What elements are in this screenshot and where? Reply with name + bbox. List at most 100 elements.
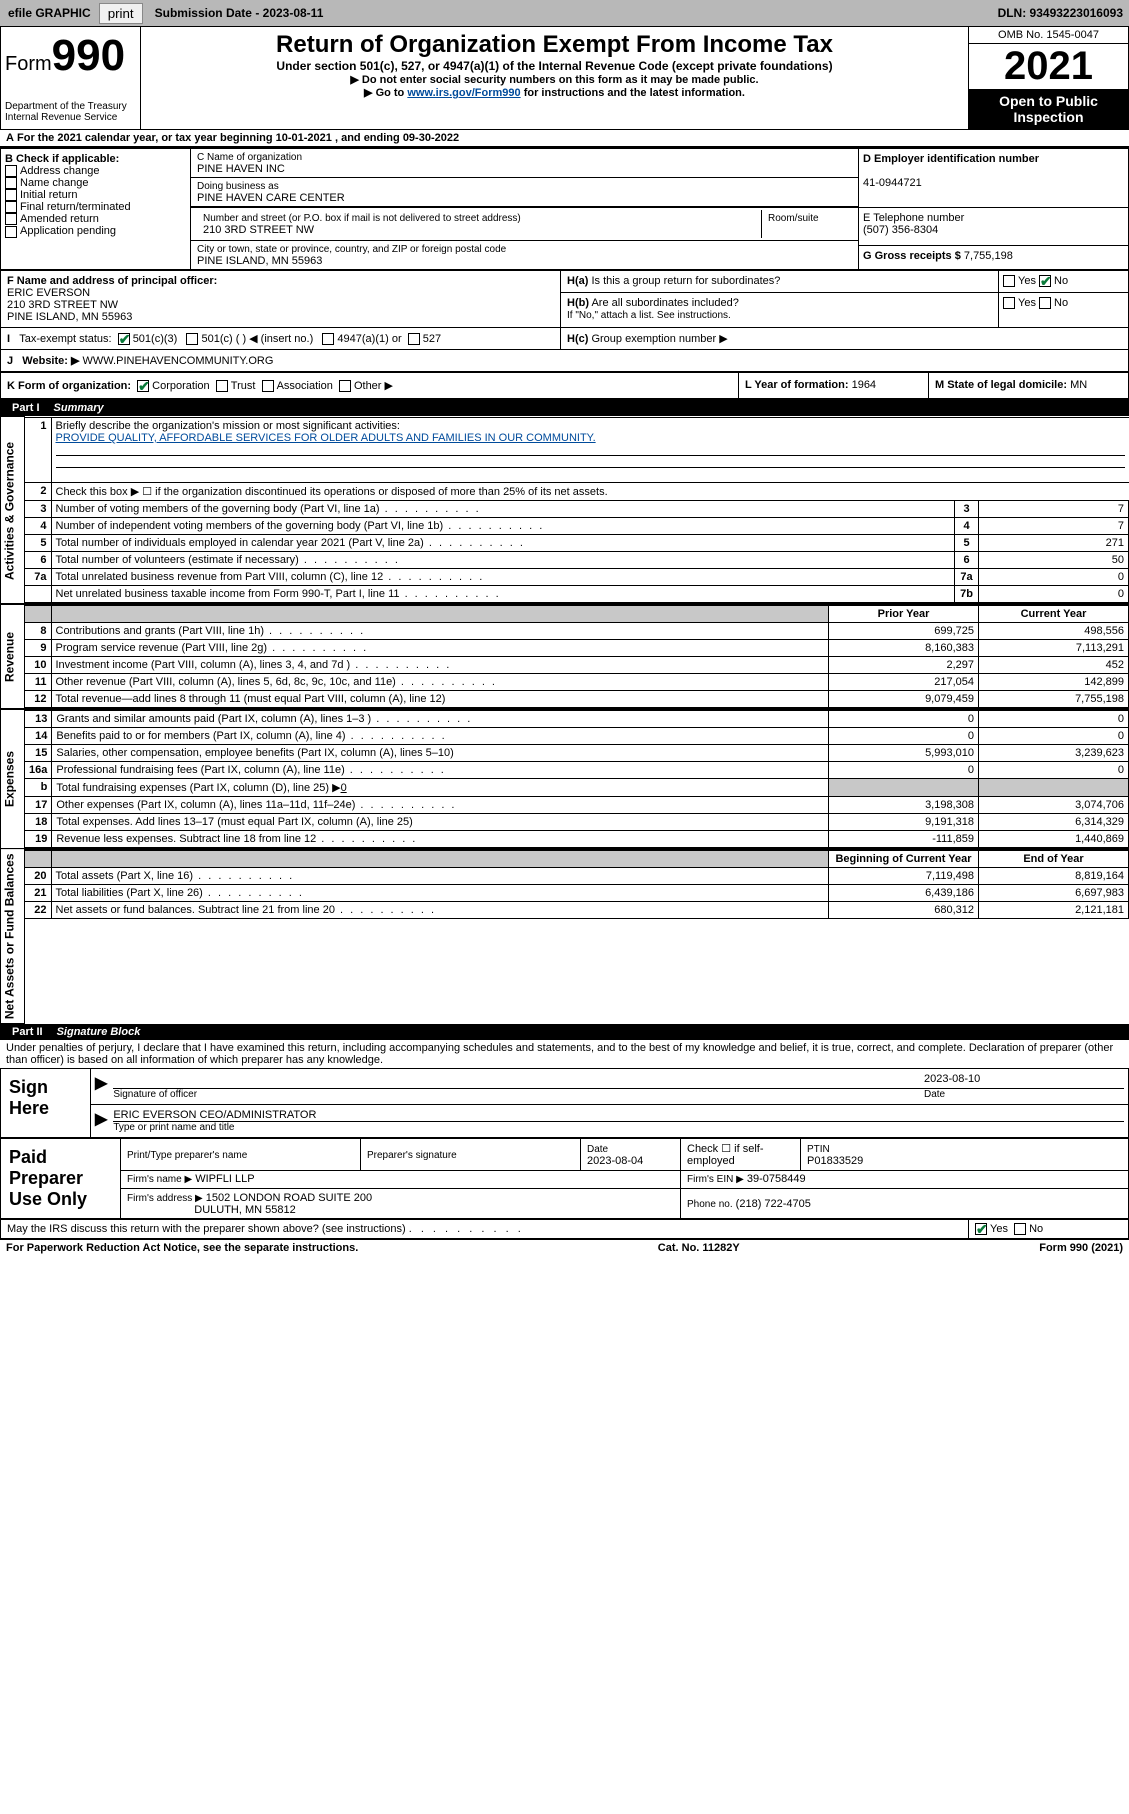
line14-prior: 0	[829, 727, 979, 744]
chk-final-return[interactable]	[5, 201, 17, 213]
chk-trust[interactable]	[216, 380, 228, 392]
prep-name-label: Print/Type preparer's name	[127, 1150, 247, 1161]
form-number: Form990	[5, 31, 136, 81]
part2-header: Part II Signature Block	[0, 1024, 1129, 1040]
chk-4947[interactable]	[322, 333, 334, 345]
chk-527[interactable]	[408, 333, 420, 345]
ptin-value: P01833529	[807, 1155, 863, 1167]
chk-name-change[interactable]	[5, 177, 17, 189]
dln-label: DLN: 93493223016093	[998, 6, 1129, 20]
line20-current: 8,819,164	[979, 867, 1129, 884]
chk-ha-no[interactable]	[1039, 275, 1051, 287]
line16a-current: 0	[979, 761, 1129, 778]
line21-current: 6,697,983	[979, 884, 1129, 901]
chk-application-pending[interactable]	[5, 226, 17, 238]
org-name-label: C Name of organization	[197, 152, 302, 163]
irs-label: Internal Revenue Service	[5, 112, 136, 123]
hb-label: Are all subordinates included?	[591, 297, 738, 309]
line14-text: Benefits paid to or for members (Part IX…	[52, 727, 829, 744]
arrow-icon: ▶	[95, 1109, 107, 1133]
begin-year-label: Beginning of Current Year	[835, 853, 971, 865]
line16b-text: Total fundraising expenses (Part IX, col…	[52, 778, 829, 796]
phone-value: (507) 356-8304	[863, 224, 938, 236]
line12-prior: 9,079,459	[829, 690, 979, 707]
cat-no: Cat. No. 11282Y	[658, 1242, 740, 1254]
line17-text: Other expenses (Part IX, column (A), lin…	[52, 796, 829, 813]
line20-text: Total assets (Part X, line 16)	[51, 867, 829, 884]
line16a-prior: 0	[829, 761, 979, 778]
line9-prior: 8,160,383	[829, 639, 979, 656]
line19-current: 1,440,869	[979, 830, 1129, 847]
line10-current: 452	[979, 656, 1129, 673]
line2-text: Check this box ▶ ☐ if the organization d…	[51, 482, 1129, 500]
line12-text: Total revenue—add lines 8 through 11 (mu…	[51, 690, 829, 707]
chk-hb-no[interactable]	[1039, 297, 1051, 309]
chk-other[interactable]	[339, 380, 351, 392]
chk-address-change[interactable]	[5, 165, 17, 177]
form-subtitle: Under section 501(c), 527, or 4947(a)(1)…	[149, 59, 960, 73]
line12-current: 7,755,198	[979, 690, 1129, 707]
prep-date: 2023-08-04	[587, 1155, 643, 1167]
line8-prior: 699,725	[829, 622, 979, 639]
prior-year-label: Prior Year	[878, 608, 930, 620]
website-label: Website: ▶	[22, 355, 79, 367]
chk-discuss-no[interactable]	[1014, 1223, 1026, 1235]
line11-text: Other revenue (Part VIII, column (A), li…	[51, 673, 829, 690]
line9-text: Program service revenue (Part VIII, line…	[51, 639, 829, 656]
line8-text: Contributions and grants (Part VIII, lin…	[51, 622, 829, 639]
chk-501c[interactable]	[186, 333, 198, 345]
end-year-label: End of Year	[1023, 853, 1083, 865]
line13-prior: 0	[829, 710, 979, 727]
line13-current: 0	[979, 710, 1129, 727]
chk-ha-yes[interactable]	[1003, 275, 1015, 287]
form-footer: Form 990 (2021)	[1039, 1242, 1123, 1254]
chk-hb-yes[interactable]	[1003, 297, 1015, 309]
line21-prior: 6,439,186	[829, 884, 979, 901]
irs-link[interactable]: www.irs.gov/Form990	[407, 87, 520, 99]
row-a-tax-year: A For the 2021 calendar year, or tax yea…	[0, 130, 1129, 148]
line4-text: Number of independent voting members of …	[51, 517, 955, 534]
firm-ein: 39-0758449	[747, 1173, 806, 1185]
line3-value: 7	[979, 500, 1129, 517]
city-value: PINE ISLAND, MN 55963	[197, 255, 322, 267]
paid-preparer-label: Paid Preparer Use Only	[1, 1139, 121, 1219]
gross-receipts-value: 7,755,198	[964, 250, 1013, 262]
room-label: Room/suite	[768, 213, 819, 224]
chk-amended-return[interactable]	[5, 213, 17, 225]
footer: For Paperwork Reduction Act Notice, see …	[0, 1239, 1129, 1256]
chk-corp[interactable]	[137, 380, 149, 392]
penalty-text: Under penalties of perjury, I declare th…	[0, 1040, 1129, 1068]
top-bar: efile GRAPHIC print Submission Date - 20…	[0, 0, 1129, 26]
line6-text: Total number of volunteers (estimate if …	[51, 551, 955, 568]
line14-current: 0	[979, 727, 1129, 744]
firm-addr2: DULUTH, MN 55812	[194, 1204, 295, 1216]
officer-street: 210 3RD STREET NW	[7, 299, 118, 311]
sig-officer-label: Signature of officer	[113, 1089, 924, 1100]
firm-name-label: Firm's name ▶	[127, 1174, 192, 1185]
current-year-label: Current Year	[1021, 608, 1087, 620]
line9-current: 7,113,291	[979, 639, 1129, 656]
firm-phone: (218) 722-4705	[736, 1198, 811, 1210]
ptin-label: PTIN	[807, 1144, 830, 1155]
chk-discuss-yes[interactable]	[975, 1223, 987, 1235]
chk-assoc[interactable]	[262, 380, 274, 392]
line7a-text: Total unrelated business revenue from Pa…	[51, 568, 955, 585]
website-value: WWW.PINEHAVENCOMMUNITY.ORG	[83, 355, 274, 367]
self-employed-label: Check ☐ if self-employed	[681, 1139, 801, 1171]
ha-label: Is this a group return for subordinates?	[591, 275, 780, 287]
line22-text: Net assets or fund balances. Subtract li…	[51, 901, 829, 918]
line4-value: 7	[979, 517, 1129, 534]
print-button[interactable]: print	[99, 3, 143, 24]
chk-initial-return[interactable]	[5, 189, 17, 201]
firm-ein-label: Firm's EIN ▶	[687, 1174, 744, 1185]
line19-text: Revenue less expenses. Subtract line 18 …	[52, 830, 829, 847]
chk-501c3[interactable]	[118, 333, 130, 345]
line17-prior: 3,198,308	[829, 796, 979, 813]
officer-name: ERIC EVERSON	[7, 287, 90, 299]
officer-label: F Name and address of principal officer:	[7, 275, 217, 287]
line16a-text: Professional fundraising fees (Part IX, …	[52, 761, 829, 778]
submission-date: Submission Date - 2023-08-11	[149, 6, 324, 20]
vtab-expenses: Expenses	[1, 709, 25, 849]
paperwork-notice: For Paperwork Reduction Act Notice, see …	[6, 1242, 358, 1254]
line6-value: 50	[979, 551, 1129, 568]
